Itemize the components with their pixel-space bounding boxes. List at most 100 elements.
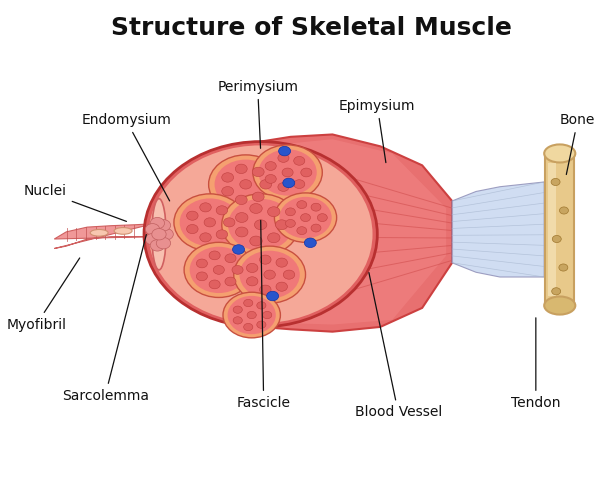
Polygon shape	[54, 224, 153, 249]
Circle shape	[244, 299, 253, 307]
Circle shape	[216, 206, 228, 215]
Circle shape	[236, 164, 247, 174]
Circle shape	[264, 270, 275, 279]
Circle shape	[275, 220, 288, 230]
Circle shape	[150, 239, 165, 251]
Circle shape	[318, 214, 327, 222]
Text: Tendon: Tendon	[511, 318, 561, 410]
Circle shape	[225, 254, 236, 263]
Circle shape	[196, 272, 207, 281]
Circle shape	[204, 218, 215, 227]
Ellipse shape	[90, 229, 108, 236]
Circle shape	[200, 233, 211, 242]
Circle shape	[233, 306, 242, 314]
Circle shape	[200, 203, 211, 212]
Circle shape	[311, 224, 321, 232]
Circle shape	[187, 211, 198, 220]
Circle shape	[267, 207, 280, 217]
Text: Nuclei: Nuclei	[24, 185, 127, 221]
Circle shape	[285, 219, 296, 228]
Circle shape	[184, 242, 253, 297]
Circle shape	[180, 198, 240, 246]
Circle shape	[267, 233, 280, 243]
Text: Myofibril: Myofibril	[6, 258, 80, 332]
Polygon shape	[261, 134, 452, 332]
Polygon shape	[548, 163, 556, 296]
Circle shape	[294, 180, 305, 188]
Circle shape	[215, 160, 277, 209]
Circle shape	[209, 251, 220, 260]
Circle shape	[265, 162, 276, 171]
Circle shape	[551, 178, 560, 185]
Circle shape	[228, 296, 276, 334]
Circle shape	[236, 213, 248, 222]
Circle shape	[174, 194, 245, 251]
Circle shape	[257, 302, 266, 309]
Circle shape	[209, 280, 220, 289]
Text: Perimysium: Perimysium	[217, 80, 298, 148]
Circle shape	[253, 145, 323, 200]
Circle shape	[280, 197, 332, 239]
Text: Structure of Skeletal Muscle: Structure of Skeletal Muscle	[111, 16, 512, 40]
Circle shape	[228, 199, 293, 250]
Circle shape	[236, 195, 247, 205]
Circle shape	[559, 207, 569, 214]
Circle shape	[247, 311, 256, 319]
Ellipse shape	[544, 144, 575, 163]
Ellipse shape	[544, 296, 575, 315]
Circle shape	[190, 247, 248, 293]
Polygon shape	[545, 153, 574, 305]
Circle shape	[259, 285, 271, 294]
Circle shape	[285, 208, 296, 216]
Circle shape	[252, 167, 264, 177]
Circle shape	[233, 245, 245, 254]
Circle shape	[145, 224, 160, 235]
Circle shape	[259, 255, 271, 264]
Circle shape	[278, 153, 289, 163]
Circle shape	[559, 264, 568, 271]
Circle shape	[225, 277, 236, 286]
Circle shape	[150, 217, 165, 229]
Circle shape	[145, 233, 160, 245]
Circle shape	[257, 321, 266, 328]
Circle shape	[247, 277, 258, 286]
Circle shape	[255, 220, 267, 230]
Polygon shape	[261, 139, 446, 325]
Circle shape	[283, 178, 295, 188]
Circle shape	[252, 192, 264, 202]
Circle shape	[300, 168, 312, 177]
Circle shape	[274, 193, 337, 242]
Circle shape	[551, 288, 561, 295]
Circle shape	[260, 180, 272, 189]
Circle shape	[156, 219, 171, 231]
Circle shape	[159, 228, 173, 240]
Circle shape	[250, 204, 262, 213]
Text: Blood Vessel: Blood Vessel	[354, 272, 442, 420]
Circle shape	[149, 145, 373, 323]
Circle shape	[223, 218, 235, 227]
Circle shape	[552, 236, 561, 242]
Circle shape	[222, 186, 234, 196]
Circle shape	[276, 258, 288, 267]
Circle shape	[311, 203, 321, 211]
Circle shape	[265, 174, 276, 184]
Ellipse shape	[152, 198, 166, 270]
Circle shape	[222, 194, 299, 256]
Circle shape	[152, 228, 166, 240]
Circle shape	[283, 270, 295, 279]
Circle shape	[276, 282, 288, 291]
Circle shape	[196, 259, 207, 268]
Circle shape	[282, 168, 293, 177]
Text: Sarcolemma: Sarcolemma	[62, 235, 149, 403]
Circle shape	[258, 149, 317, 196]
Polygon shape	[159, 198, 204, 270]
Circle shape	[144, 141, 378, 327]
Polygon shape	[452, 182, 544, 277]
Circle shape	[297, 201, 307, 208]
Ellipse shape	[114, 228, 132, 234]
Circle shape	[278, 146, 291, 156]
Circle shape	[294, 156, 305, 165]
Text: Fascicle: Fascicle	[237, 220, 291, 410]
Circle shape	[300, 214, 310, 222]
Circle shape	[216, 230, 228, 239]
